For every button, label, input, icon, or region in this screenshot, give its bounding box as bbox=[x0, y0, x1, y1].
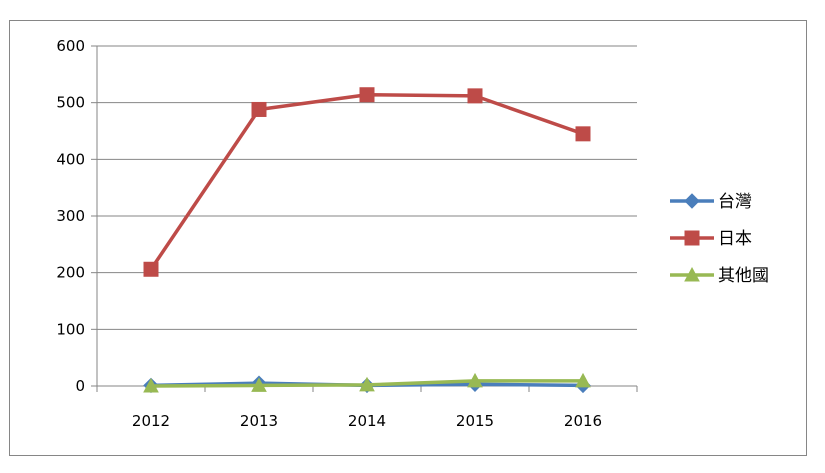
legend-marker bbox=[684, 230, 700, 246]
data-point bbox=[467, 88, 483, 104]
series-1 bbox=[143, 87, 591, 277]
data-point bbox=[467, 372, 483, 388]
data-point bbox=[251, 101, 267, 117]
x-tick-label: 2014 bbox=[348, 412, 386, 430]
legend-label: 日本 bbox=[718, 229, 752, 249]
y-tick-label: 300 bbox=[56, 207, 85, 225]
data-point bbox=[359, 87, 375, 103]
x-tick-label: 2012 bbox=[132, 412, 170, 430]
legend-item-1: 日本 bbox=[670, 229, 752, 249]
y-tick-label: 400 bbox=[56, 150, 85, 168]
y-tick-label: 100 bbox=[56, 320, 85, 338]
x-tick-label: 2015 bbox=[456, 412, 494, 430]
y-tick-label: 500 bbox=[56, 94, 85, 112]
x-tick-label: 2016 bbox=[564, 412, 602, 430]
data-point bbox=[575, 372, 591, 388]
data-point bbox=[575, 126, 591, 142]
y-tick-label: 600 bbox=[56, 37, 85, 55]
legend-label: 其他國 bbox=[718, 266, 769, 286]
data-point bbox=[143, 261, 159, 277]
y-tick-label: 0 bbox=[75, 377, 85, 395]
y-tick-label: 200 bbox=[56, 264, 85, 282]
series-line bbox=[149, 92, 584, 271]
legend-label: 台灣 bbox=[718, 192, 752, 212]
data-point bbox=[359, 376, 375, 392]
legend-marker bbox=[684, 193, 700, 209]
data-point bbox=[251, 377, 267, 392]
series-2 bbox=[143, 372, 591, 393]
legend-item-2: 其他國 bbox=[670, 266, 769, 286]
legend-item-0: 台灣 bbox=[670, 192, 752, 212]
legend-marker bbox=[684, 266, 700, 282]
series-lines bbox=[143, 87, 591, 394]
data-point bbox=[143, 377, 159, 393]
x-tick-label: 2013 bbox=[240, 412, 278, 430]
